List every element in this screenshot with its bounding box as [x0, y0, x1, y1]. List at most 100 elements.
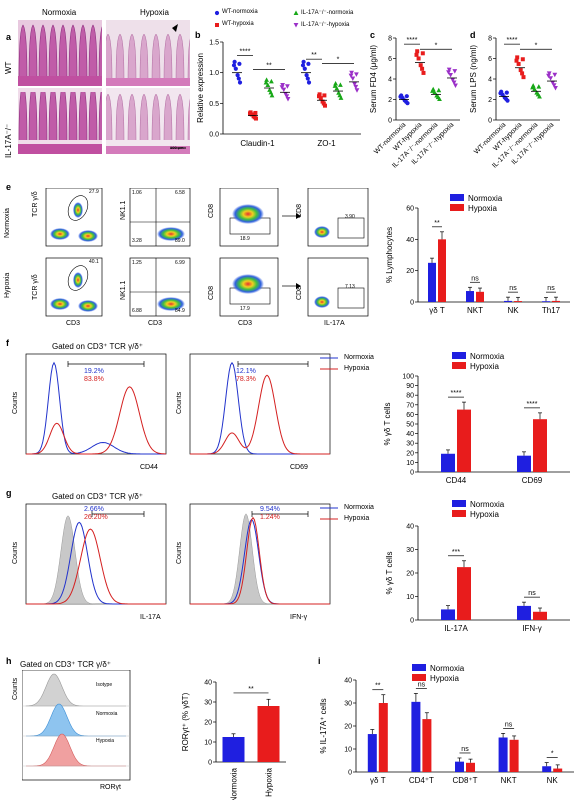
y-tick-label: 0.0 — [209, 132, 219, 139]
data-point — [415, 49, 420, 54]
data-point — [251, 114, 256, 119]
y-axis-label: RORγt⁺ (% γδT) — [181, 692, 190, 751]
panel-g-ylabel-2: Counts — [176, 541, 183, 564]
bar — [514, 301, 522, 302]
gate-h-q3: 6.88 — [132, 308, 142, 314]
y-tick-label: 0 — [410, 470, 414, 477]
y-tick-label: 8 — [388, 36, 392, 43]
data-point — [336, 90, 341, 95]
x-tick-label: Claudin-1 — [240, 139, 275, 148]
legend-b-4: IL-17A⁻/⁻-hypoxia — [301, 22, 350, 28]
panel-h-ylabel: Counts — [12, 677, 19, 700]
x-tick-label: Th17 — [542, 306, 561, 315]
legend-label: Hypoxia — [468, 204, 497, 213]
data-point — [334, 85, 340, 91]
panel-g-n2: 9.54% — [260, 506, 280, 513]
data-point — [502, 95, 507, 100]
y-axis-label: % Lymphocytes — [385, 227, 394, 283]
bar — [517, 455, 531, 472]
y-tick-label: 30 — [344, 701, 352, 708]
data-point — [432, 90, 437, 95]
bar — [553, 768, 563, 772]
panel-f-n2: 12.1% — [236, 368, 256, 375]
sig-label: **** — [451, 390, 462, 397]
panel-a-row-ko: IL-17A⁻/⁻ — [4, 123, 13, 158]
bar — [441, 453, 455, 472]
x-tick-label: CD44 — [446, 476, 467, 485]
data-point — [450, 77, 456, 83]
y-tick-label: 40 — [204, 680, 212, 687]
gate-h-q4: 84.9 — [175, 308, 185, 314]
legend-swatch — [452, 510, 466, 517]
legend-f-hypoxia: Hypoxia — [344, 365, 370, 372]
data-point — [398, 94, 403, 99]
gate-n-tcr: 27.9 — [89, 189, 99, 195]
data-point — [237, 61, 242, 66]
data-point — [215, 23, 219, 27]
histograms-h — [22, 670, 131, 781]
bar — [476, 291, 484, 302]
panel-a-col-normoxia: Normoxia — [42, 8, 77, 17]
data-point — [349, 70, 354, 76]
sig-label: ** — [266, 63, 272, 70]
hypoxia-histogram — [190, 374, 330, 455]
y-axis-label: Serum LPS (ng/ml) — [469, 45, 478, 113]
y-tick-label: 6 — [388, 56, 392, 63]
data-point — [515, 55, 520, 60]
data-point — [537, 93, 542, 99]
data-point — [402, 98, 407, 103]
y-axis-label: Relative expression — [196, 53, 205, 123]
data-point — [269, 92, 275, 98]
sig-label: ns — [528, 590, 536, 597]
data-point — [263, 79, 269, 85]
bar — [457, 567, 471, 620]
legend-b-2: IL-17A⁻/⁻-normoxia — [301, 10, 354, 16]
data-point — [448, 72, 453, 78]
gate-h-cd8: 17.9 — [240, 306, 250, 312]
legend-f-normoxia: Normoxia — [344, 354, 374, 361]
data-point — [300, 63, 306, 68]
data-point — [233, 66, 238, 71]
x-tick-label: γδ T — [370, 776, 386, 785]
y-tick-label: 10 — [406, 460, 414, 467]
track-isotype: Isotype — [96, 682, 113, 688]
data-point — [405, 101, 410, 106]
panel-e-row-normoxia: Normoxia — [4, 208, 11, 238]
y-tick-label: 40 — [406, 237, 414, 244]
y-tick-label: 0.5 — [209, 101, 219, 108]
bar — [498, 737, 508, 772]
panel-a-label: a — [6, 32, 12, 42]
gate-n-cd8: 18.9 — [240, 236, 250, 242]
rorgt-histogram-track — [26, 703, 126, 737]
data-point — [436, 87, 442, 93]
y-tick-label: 100 — [402, 374, 414, 381]
gate-h-q1: 1.25 — [132, 260, 142, 266]
panel-g-h2: 1.24% — [260, 514, 280, 521]
y-tick-label: 0 — [488, 118, 492, 125]
x-tick-label: NKT — [501, 776, 517, 785]
sig-label: ns — [461, 746, 469, 753]
y-tick-label: 0 — [348, 770, 352, 777]
data-point — [420, 66, 425, 71]
data-point — [280, 82, 285, 88]
x-tick-label: CD4⁺T — [409, 776, 434, 785]
data-point — [293, 23, 299, 28]
bar — [552, 300, 560, 302]
data-point — [514, 58, 519, 63]
data-point — [279, 85, 285, 90]
panel-f-h1: 83.8% — [84, 376, 104, 383]
sig-label: ** — [375, 683, 381, 690]
data-point — [434, 93, 440, 98]
panel-d-label: d — [470, 30, 476, 40]
sig-label: **** — [407, 37, 418, 44]
y-tick-label: 60 — [406, 412, 414, 419]
y-tick-label: 10 — [406, 594, 414, 601]
legend-g-hypoxia: Hypoxia — [344, 515, 370, 522]
legend-swatch — [452, 362, 466, 369]
chart-g: 0 10 20 30 40 % γδ T cells IL-17A *** IFN-γ ns Nor… — [385, 500, 570, 633]
arrow-icon — [296, 283, 301, 289]
y-tick-label: 20 — [406, 450, 414, 457]
data-point — [253, 110, 258, 115]
y-axis-label: % γδ T cells — [385, 552, 394, 595]
